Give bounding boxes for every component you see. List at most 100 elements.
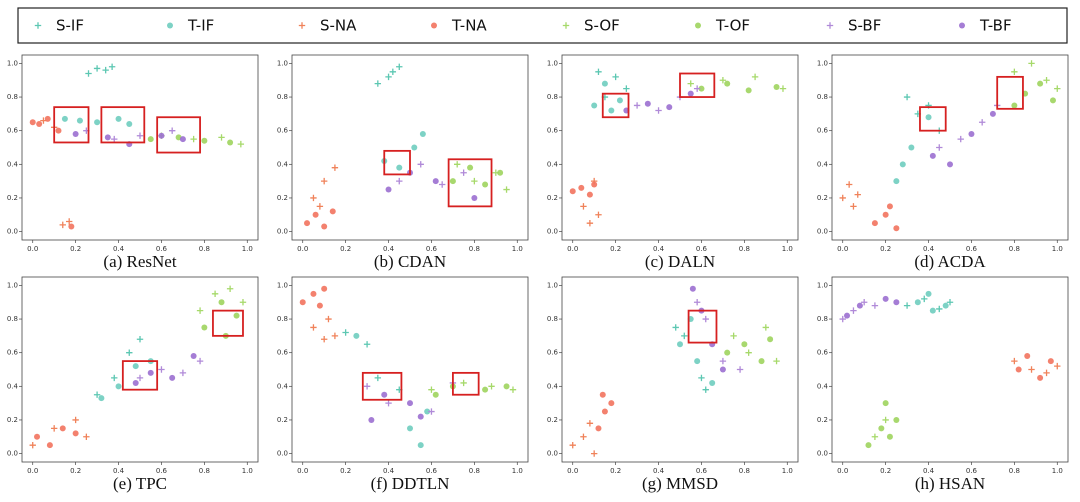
point <box>590 450 598 457</box>
highlight-box <box>452 371 480 396</box>
y-tick-label: 0.2 <box>817 194 828 202</box>
y-tick-label: 0.2 <box>277 416 288 424</box>
x-tick-label: 0.2 <box>610 245 621 253</box>
point <box>694 358 701 365</box>
point <box>432 178 439 185</box>
highlight-box <box>212 309 244 337</box>
y-tick-label: 0.0 <box>7 450 18 458</box>
chart-title: (h) HSAN <box>915 474 985 493</box>
point <box>179 136 186 143</box>
x-tick-label: 1.0 <box>782 467 793 475</box>
point <box>586 191 593 198</box>
plot-frame <box>561 276 799 463</box>
point <box>482 181 489 188</box>
point <box>385 399 392 407</box>
point <box>936 144 943 151</box>
y-tick-label: 0.6 <box>7 127 19 135</box>
y-tick-label: 0.8 <box>817 93 828 101</box>
point <box>29 441 36 449</box>
point <box>850 307 857 314</box>
point <box>871 302 879 309</box>
point <box>325 315 332 323</box>
chart-title: (c) DALN <box>645 252 715 271</box>
point <box>745 349 752 356</box>
point <box>693 299 701 306</box>
point <box>580 433 587 440</box>
point <box>104 134 111 141</box>
point <box>316 203 324 210</box>
point <box>115 115 122 122</box>
y-tick-label: 0.2 <box>277 194 288 202</box>
point <box>957 135 964 143</box>
y-tick-label: 0.0 <box>817 228 828 236</box>
point <box>899 161 906 168</box>
point <box>595 68 602 76</box>
point <box>454 161 461 168</box>
point <box>921 295 928 303</box>
point <box>385 73 392 81</box>
legend-label: S-BF <box>848 17 881 35</box>
point <box>860 299 868 306</box>
chart-title: (a) ResNet <box>103 252 176 271</box>
point <box>316 302 323 309</box>
point <box>758 358 765 365</box>
point <box>569 188 576 195</box>
y-tick-label: 0.2 <box>547 416 558 424</box>
point <box>844 312 851 319</box>
point <box>693 85 701 92</box>
point <box>136 374 144 382</box>
highlight-box <box>919 106 947 132</box>
point <box>677 341 683 348</box>
y-tick-label: 0.2 <box>547 194 558 202</box>
point <box>201 137 208 144</box>
point <box>59 221 66 229</box>
point <box>482 386 489 393</box>
point <box>672 324 679 331</box>
x-tick-label: 0.4 <box>653 467 665 475</box>
point <box>882 416 889 424</box>
point <box>381 391 388 398</box>
point <box>882 211 889 218</box>
point <box>93 391 101 398</box>
point <box>449 178 456 185</box>
x-tick-label: 0.4 <box>383 245 395 253</box>
x-tick-label: 0.2 <box>880 245 891 253</box>
y-tick-label: 0.8 <box>277 93 288 101</box>
point <box>353 332 360 339</box>
point <box>1028 366 1035 373</box>
y-tick-label: 1.0 <box>817 281 828 289</box>
point <box>460 169 467 176</box>
point <box>908 144 915 151</box>
point <box>745 87 752 94</box>
point <box>929 152 936 159</box>
point <box>59 425 66 432</box>
point <box>227 139 234 146</box>
highlight-box <box>601 92 630 119</box>
point <box>368 416 375 423</box>
legend-label: T-IF <box>187 17 214 35</box>
x-tick-label: 1.0 <box>512 467 523 475</box>
point <box>374 80 382 87</box>
highlight-box <box>156 116 201 154</box>
point <box>428 408 435 415</box>
point <box>94 119 101 126</box>
point <box>329 208 336 215</box>
legend-marker <box>298 22 306 29</box>
point <box>36 120 43 127</box>
x-tick-label: 0.0 <box>27 467 38 475</box>
point <box>1015 366 1022 373</box>
point <box>968 131 975 138</box>
x-tick-label: 0.2 <box>610 467 621 475</box>
x-tick-label: 0.8 <box>1009 245 1020 253</box>
y-tick-label: 0.0 <box>817 450 828 458</box>
point <box>569 441 576 449</box>
point <box>608 400 615 407</box>
point <box>666 104 673 111</box>
point <box>85 70 92 77</box>
point <box>310 194 317 202</box>
point <box>882 400 889 407</box>
point <box>169 374 176 381</box>
y-tick-label: 0.4 <box>547 160 559 168</box>
point <box>363 341 371 348</box>
point <box>578 184 585 191</box>
